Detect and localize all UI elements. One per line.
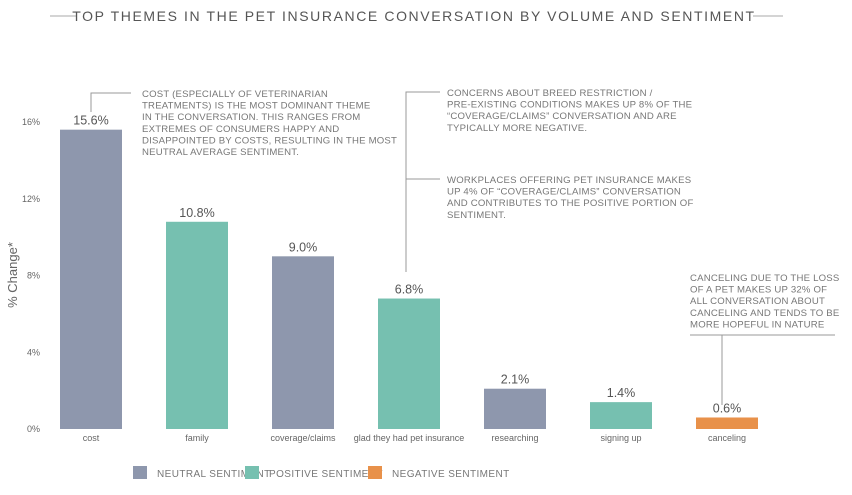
x-tick-label: family	[185, 433, 209, 443]
x-tick-label: canceling	[708, 433, 746, 443]
bar-canceling	[696, 417, 758, 429]
y-tick-label: 16%	[22, 117, 40, 127]
annotation-line: EXTREMES OF CONSUMERS HAPPY AND	[142, 124, 339, 135]
annotation-line: PRE-EXISTING CONDITIONS MAKES UP 8% OF T…	[447, 100, 692, 111]
y-tick-label: 4%	[27, 347, 40, 357]
annotation-line: NEUTRAL AVERAGE SENTIMENT.	[142, 147, 299, 158]
annotation-canceling: CANCELING DUE TO THE LOSS OF A PET MAKES …	[690, 273, 839, 330]
y-tick-label: 8%	[27, 271, 40, 281]
annotation-line: ALL CONVERSATION ABOUT	[690, 296, 825, 307]
chart-title: TOP THEMES IN THE PET INSURANCE CONVERSA…	[72, 8, 755, 24]
x-tick-label: cost	[83, 433, 100, 443]
annotation-line: TYPICALLY MORE NEGATIVE.	[447, 123, 587, 134]
annotation-line: MORE HOPEFUL IN NATURE	[690, 319, 824, 330]
legend-swatch-positive	[245, 466, 259, 479]
annotation-cost: COST (ESPECIALLY OF VETERINARIAN TREATMEN…	[142, 89, 397, 158]
y-tick-label: 12%	[22, 194, 40, 204]
x-tick-label: coverage/claims	[270, 433, 336, 443]
coverage-callout-connector	[405, 91, 440, 272]
x-tick-label: signing up	[600, 433, 641, 443]
y-axis-label: % Change*	[5, 242, 20, 308]
bar-signing-up	[590, 402, 652, 429]
bar-family	[166, 221, 228, 429]
data-label: 10.8%	[179, 206, 214, 220]
cost-callout-connector	[90, 92, 131, 112]
bar-researching	[484, 388, 546, 429]
annotation-line: COST (ESPECIALLY OF VETERINARIAN	[142, 89, 328, 100]
bar-cost	[60, 129, 122, 430]
x-tick-label: glad they had pet insurance	[354, 433, 465, 443]
data-label: 2.1%	[501, 373, 530, 387]
data-label: 15.6%	[73, 114, 108, 128]
annotation-line: IN THE CONVERSATION. THIS RANGES FROM	[142, 112, 361, 123]
x-tick-label: researching	[491, 433, 538, 443]
legend-label-positive: POSITIVE SENTIMENT	[269, 469, 383, 480]
annotation-line: CANCELING DUE TO THE LOSS	[690, 273, 839, 284]
legend-swatch-negative	[368, 466, 382, 479]
annotation-coverage-claims: WORKPLACES OFFERING PET INSURANCE MAKES U…	[447, 175, 694, 221]
annotation-line: SENTIMENT.	[447, 210, 506, 221]
legend-label-neutral: NEUTRAL SENTIMENT	[157, 469, 271, 480]
annotation-line: WORKPLACES OFFERING PET INSURANCE MAKES	[447, 175, 691, 186]
annotation-line: UP 4% OF “COVERAGE/CLAIMS” CONVERSATION	[447, 187, 681, 198]
y-tick-label: 0%	[27, 424, 40, 434]
annotation-line: DISAPPOINTED BY COSTS, RESULTING IN THE …	[142, 135, 397, 146]
annotation-line: TREATMENTS) IS THE MOST DOMINANT THEME	[142, 101, 370, 112]
annotation-line: CONCERNS ABOUT BREED RESTRICTION /	[447, 88, 653, 99]
legend-label-negative: NEGATIVE SENTIMENT	[392, 469, 510, 480]
data-label: 9.0%	[289, 240, 318, 254]
annotation-coverage-claims: CONCERNS ABOUT BREED RESTRICTION / PRE-EX…	[447, 88, 692, 134]
data-label: 0.6%	[713, 401, 742, 415]
data-label: 6.8%	[395, 283, 424, 297]
canceling-callout-connector	[690, 334, 835, 405]
annotation-line: CANCELING AND TENDS TO BE	[690, 308, 839, 319]
annotation-line: “COVERAGE/CLAIMS” CONVERSATION AND ARE	[447, 111, 677, 122]
legend-swatch-neutral	[133, 466, 147, 479]
bar-coverage-claims	[272, 256, 334, 429]
annotation-line: OF A PET MAKES UP 32% OF	[690, 285, 827, 296]
annotation-line: AND CONTRIBUTES TO THE POSITIVE PORTION …	[447, 198, 694, 209]
data-label: 1.4%	[607, 386, 636, 400]
bar-glad-they-had-pet-insurance	[378, 298, 440, 429]
